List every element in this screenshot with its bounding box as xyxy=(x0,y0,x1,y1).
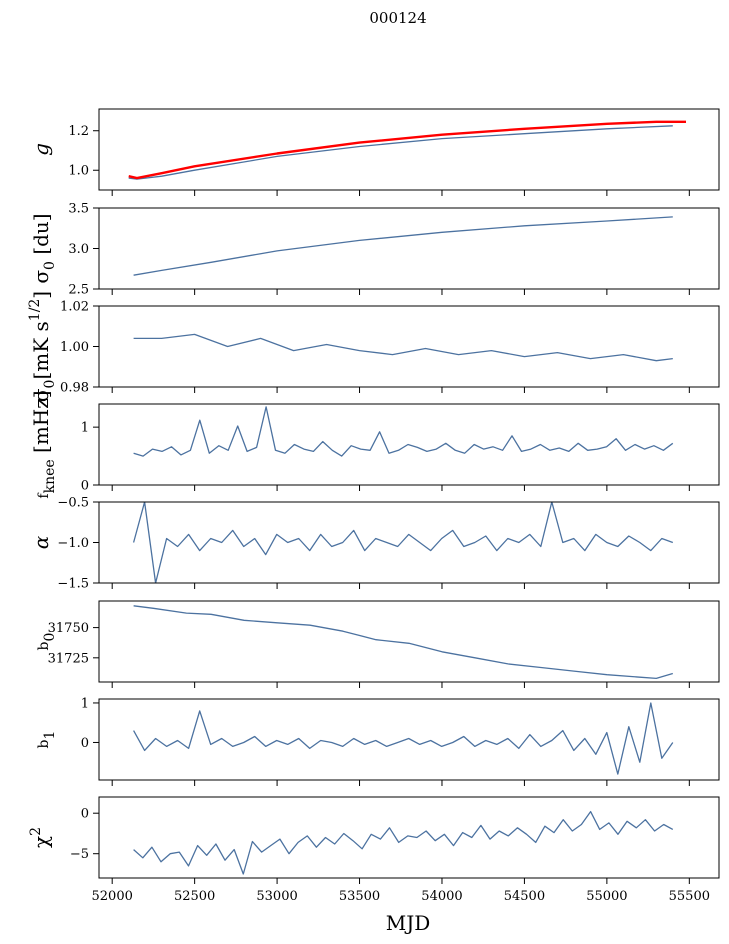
x-axis-label: MJD xyxy=(386,911,431,935)
sigma0_du-y-tick-label: 2.5 xyxy=(68,283,89,298)
sigma0_mk-y-tick-label: 1.02 xyxy=(60,300,89,315)
fknee-series-fknee xyxy=(133,406,674,457)
chi2-axes-frame xyxy=(98,796,720,879)
fknee-y-tick-label: 0 xyxy=(81,479,89,494)
g-y-tick-label: 1.2 xyxy=(68,124,89,139)
x-tick-label: 53500 xyxy=(339,889,380,904)
g-y-axis-label: g xyxy=(29,143,53,156)
chi2-y-axis-label: χ2 xyxy=(28,827,53,848)
b1-series-b1 xyxy=(133,702,674,775)
b0-y-tick-label: 31725 xyxy=(48,651,89,666)
alpha-y-tick-label: −0.5 xyxy=(57,496,89,511)
x-tick-label: 52500 xyxy=(174,889,215,904)
alpha-y-axis-label: α xyxy=(29,535,53,549)
x-tick-label: 55500 xyxy=(669,889,710,904)
x-tick-label: 54000 xyxy=(421,889,462,904)
g-series-g xyxy=(128,125,673,180)
b1-axes-frame xyxy=(98,698,720,781)
sigma0_mk-axes-frame xyxy=(98,305,720,388)
g-axes-frame xyxy=(98,108,720,191)
fknee-y-tick-label: 1 xyxy=(81,421,89,436)
chi2-y-tick-label: 0 xyxy=(81,807,89,822)
b0-axes-frame xyxy=(98,600,720,683)
chi2-y-tick-label: −5 xyxy=(70,847,89,862)
x-tick-label: 54500 xyxy=(504,889,545,904)
sigma0_mk-series-sigma0_mk xyxy=(133,333,673,362)
sigma0_du-series-sigma0 xyxy=(133,216,673,276)
fknee-axes-frame xyxy=(98,403,720,486)
b1-y-tick-label: 1 xyxy=(81,696,89,711)
figure-title: 000124 xyxy=(369,9,426,27)
sigma0_mk-y-tick-label: 0.98 xyxy=(60,381,89,396)
alpha-series-alpha xyxy=(132,502,674,583)
alpha-y-tick-label: −1.5 xyxy=(57,577,89,592)
sigma0_du-y-axis-label: σ0 [du] xyxy=(29,213,58,283)
x-tick-label: 53000 xyxy=(256,889,297,904)
b0-y-axis-label: b0 xyxy=(36,633,58,651)
b1-y-tick-label: 0 xyxy=(81,736,89,751)
b1-y-axis-label: b1 xyxy=(36,731,58,749)
sigma0_mk-y-axis-label: σ0[mK s1/2] xyxy=(27,291,58,402)
sigma0_du-y-tick-label: 3.5 xyxy=(68,202,89,217)
panel-sigma0_du: 2.5 3.0 3.5 σ0 [du] xyxy=(29,202,720,298)
sigma0_mk-y-tick-label: 1.00 xyxy=(60,340,89,355)
panel-chi2: −5 0 52000 52500 53000 53500 54000 54500 55000 55… xyxy=(28,796,720,904)
x-tick-label: 55000 xyxy=(586,889,627,904)
alpha-axes-frame xyxy=(98,501,720,584)
b0-y-tick-label: 31750 xyxy=(48,621,89,636)
panel-b1: 0 1 b1 xyxy=(36,696,720,786)
chi2-series-chi2 xyxy=(133,810,674,875)
panel-fknee: 0 1 fknee [mHz] xyxy=(29,390,720,499)
g-y-tick-label: 1.0 xyxy=(68,164,89,179)
fknee-y-axis-label: fknee [mHz] xyxy=(29,390,58,498)
g-series-g-fit xyxy=(128,120,686,180)
panel-alpha: −1.5 −1.0 −0.5 α xyxy=(29,496,720,592)
sigma0_du-y-tick-label: 3.0 xyxy=(68,242,89,257)
x-tick-label: 52000 xyxy=(92,889,133,904)
panel-g: 1.0 1.2 g xyxy=(29,108,720,196)
alpha-y-tick-label: −1.0 xyxy=(57,536,89,551)
b0-series-b0 xyxy=(133,605,673,680)
